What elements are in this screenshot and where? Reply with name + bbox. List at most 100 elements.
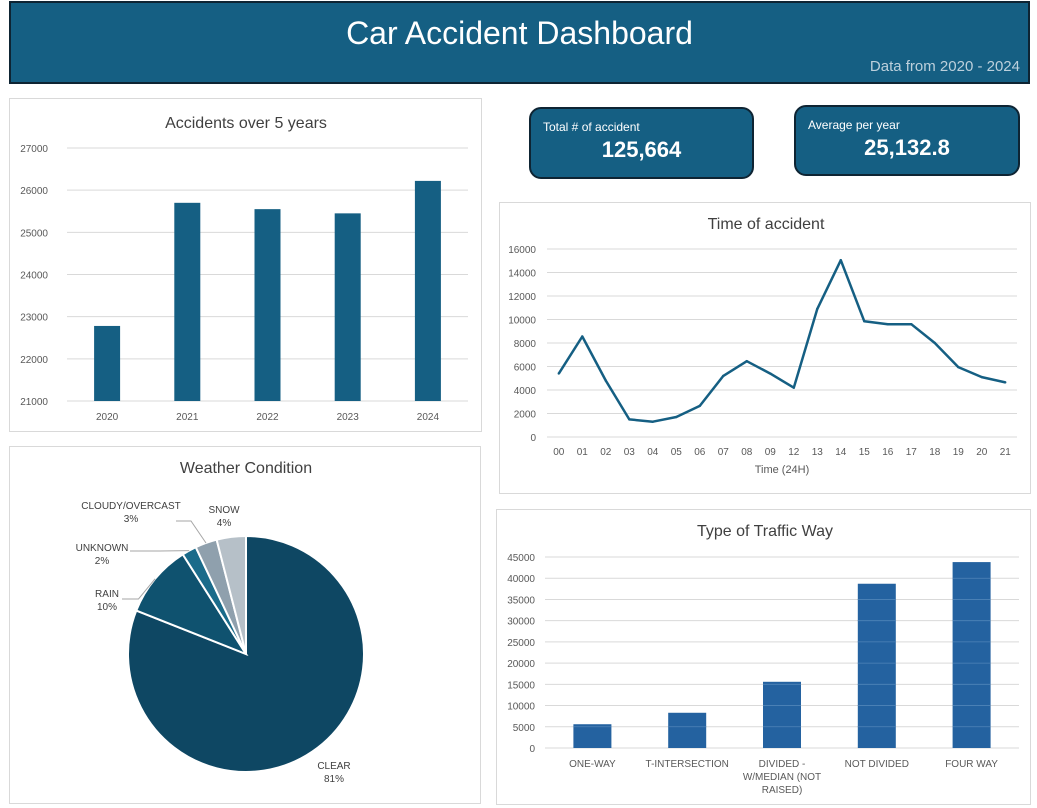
x-tick-label: 07 — [718, 447, 730, 458]
bar-traffic-way — [857, 583, 896, 748]
y-tick-label: 22000 — [20, 355, 48, 366]
point-14 — [839, 258, 842, 262]
x-axis-label: Time (24H) — [755, 464, 810, 476]
x-tick-label: 20 — [976, 447, 988, 458]
y-tick-label: 4000 — [514, 386, 537, 397]
bar-2021 — [174, 202, 201, 401]
point-16 — [886, 323, 889, 326]
point-21 — [1004, 381, 1007, 384]
x-tick-label: 03 — [624, 447, 636, 458]
pie-percent-label: 10% — [97, 602, 117, 613]
kpi-average-card: Average per year 25,132.8 — [794, 105, 1020, 176]
x-tick-label: 06 — [694, 447, 706, 458]
x-tick-label: 04 — [647, 447, 659, 458]
x-tick-label: RAISED) — [762, 785, 803, 796]
point-20 — [980, 375, 983, 379]
x-tick-label: 00 — [553, 447, 565, 458]
accidents-per-year-panel: Accidents over 5 years 21000 22000 23000 240… — [9, 98, 482, 432]
x-tick-label: ONE-WAY — [569, 759, 616, 770]
point-00 — [557, 372, 560, 375]
y-tick-label: 2000 — [514, 410, 537, 421]
chart-title: Accidents over 5 years — [165, 115, 327, 132]
leader-line — [122, 578, 156, 600]
y-tick-label: 16000 — [508, 245, 536, 256]
bar-2022 — [254, 209, 281, 401]
y-tick-label: 30000 — [507, 617, 535, 628]
x-tick-label: 12 — [788, 447, 800, 458]
bar-2024 — [414, 180, 441, 401]
y-tick-label: 25000 — [507, 638, 535, 649]
x-tick-label: 18 — [929, 447, 941, 458]
weather-condition-panel: Weather Condition CLEAR 81% RAIN 10% UNKNOWN 2… — [9, 446, 481, 804]
y-tick-label: 15000 — [507, 680, 535, 691]
bar-traffic-way — [763, 681, 801, 748]
x-tick-label: 15 — [859, 447, 871, 458]
time-of-accident-panel: Time of accident 0 2000 4000 6000 8000 10000 12… — [499, 202, 1031, 494]
point-19 — [957, 365, 960, 369]
y-tick-label: 25000 — [20, 228, 48, 239]
x-tick-label: 2023 — [337, 412, 360, 423]
y-tick-label: 21000 — [20, 397, 48, 408]
x-tick-label: 2022 — [256, 412, 279, 423]
pie-slice-snow — [215, 534, 247, 655]
y-tick-label: 6000 — [514, 363, 537, 374]
point-17 — [910, 323, 913, 326]
x-tick-label: 19 — [953, 447, 965, 458]
accidents-per-year-chart: Accidents over 5 years 21000 22000 23000 240… — [20, 115, 468, 423]
point-02 — [604, 379, 607, 382]
point-13 — [816, 307, 819, 311]
pie-percent-label: 4% — [217, 518, 232, 529]
y-tick-label: 23000 — [20, 313, 48, 324]
bar-traffic-way — [952, 562, 991, 748]
y-tick-label: 26000 — [20, 186, 48, 197]
x-tick-label: 2021 — [176, 412, 199, 423]
traffic-way-panel: Type of Traffic Way 0 5000 10000 15000 20000 2… — [496, 509, 1031, 805]
point-08 — [745, 360, 748, 363]
kpi-total-card: Total # of accident 125,664 — [529, 107, 754, 179]
point-05 — [675, 415, 678, 419]
x-tick-label: 21 — [1000, 447, 1012, 458]
x-tick-label: 09 — [765, 447, 777, 458]
point-09 — [769, 372, 772, 375]
point-04 — [651, 420, 654, 423]
y-tick-label: 27000 — [20, 144, 48, 155]
x-tick-label: NOT DIVIDED — [845, 759, 909, 770]
page-subtitle: Data from 2020 - 2024 — [869, 58, 1020, 75]
pie-label: UNKNOWN — [76, 543, 129, 554]
y-tick-label: 10000 — [508, 316, 536, 327]
pie-percent-label: 2% — [95, 556, 110, 567]
pie-slice-clear — [127, 534, 365, 773]
y-tick-label: 40000 — [507, 574, 535, 585]
x-tick-label: 2020 — [96, 412, 119, 423]
x-tick-label: DIVIDED - — [759, 759, 806, 770]
y-tick-label: 35000 — [507, 595, 535, 606]
bar-traffic-way — [668, 712, 707, 748]
bar-2020 — [94, 325, 121, 401]
point-06 — [698, 404, 701, 408]
x-tick-label: 08 — [741, 447, 753, 458]
leader-line — [176, 520, 207, 544]
x-tick-label: 17 — [906, 447, 918, 458]
bar-traffic-way — [573, 724, 612, 748]
x-tick-label: T-INTERSECTION — [646, 759, 729, 770]
y-tick-label: 24000 — [20, 271, 48, 282]
y-tick-label: 12000 — [508, 292, 536, 303]
y-tick-label: 8000 — [514, 339, 537, 350]
time-series-line — [557, 258, 1006, 423]
kpi-total-label: Total # of accident — [543, 120, 640, 134]
x-tick-label: 02 — [600, 447, 612, 458]
point-18 — [933, 341, 936, 345]
point-01 — [581, 335, 584, 338]
y-tick-label: 10000 — [507, 702, 535, 713]
x-tick-label: 2024 — [417, 412, 440, 423]
pie-label: SNOW — [208, 505, 240, 516]
time-of-accident-chart: Time of accident020004000600080001000012… — [508, 216, 1017, 476]
pie-label: CLOUDY/OVERCAST — [81, 501, 180, 512]
x-tick-label: 16 — [882, 447, 894, 458]
pie-label: CLEAR — [317, 761, 350, 772]
kpi-total-value: 125,664 — [601, 137, 682, 162]
pie-percent-label: 81% — [324, 774, 344, 785]
pie-label: RAIN — [95, 589, 119, 600]
y-tick-label: 0 — [530, 433, 536, 444]
point-07 — [722, 374, 725, 378]
